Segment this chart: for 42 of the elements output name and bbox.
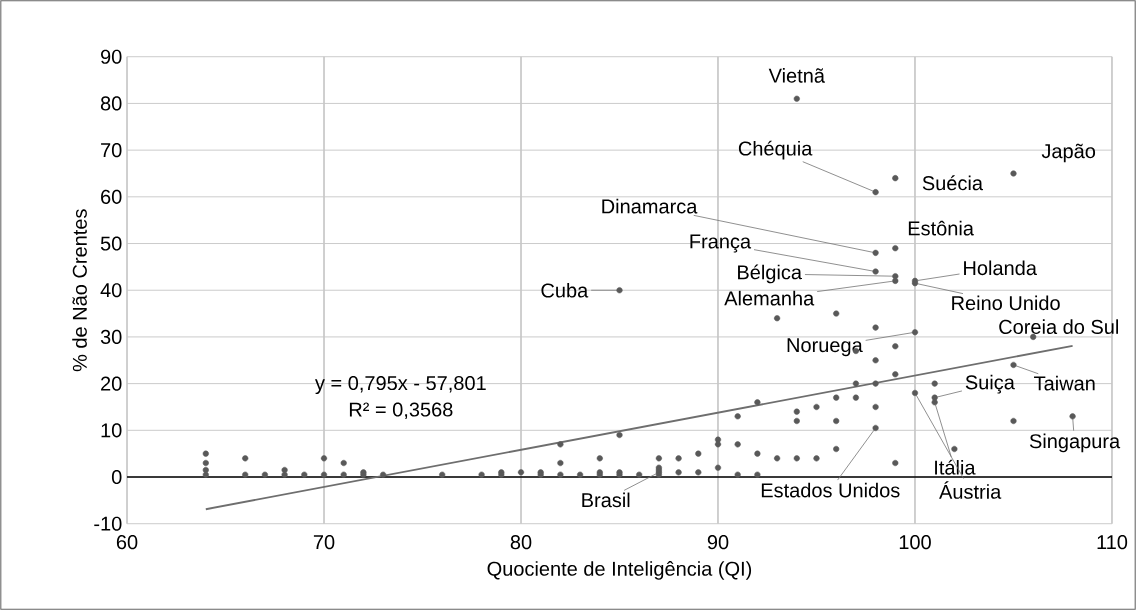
x-tick-label: 100 [899,535,931,550]
y-tick-label: 20 [101,376,122,391]
annotation: Taiwan [1034,375,1095,391]
y-tick-label: 40 [100,283,122,298]
y-tick-label: -10 [94,516,122,531]
x-tick-label: 110 [1097,535,1128,550]
y-tick-label: 10 [101,423,122,438]
annotation: Áustria [939,481,1002,499]
annotation: Holanda [964,260,1037,276]
annotation: y = 0,795x - 57,801 [314,375,486,395]
annotation: Alemanha [724,290,815,306]
y-tick-label: 30 [100,329,122,344]
x-axis-title: Quociente de Inteligência (QI) [487,561,752,580]
annotation: Reino Unido [952,295,1060,311]
x-tick-label: 80 [510,535,532,550]
y-tick-label: 80 [100,96,122,111]
annotation: Vietnã [768,68,825,83]
annotation: Singapura [1029,433,1121,453]
annotation: Dinamarca [602,198,698,214]
annotation: Suécia [922,175,983,191]
annotation: Brasil [582,492,630,508]
y-tick-label: 60 [101,189,122,204]
annotation: França [690,234,752,253]
y-tick-label: 90 [100,49,122,64]
y-tick-label: 70 [101,143,122,158]
x-tick-label: 60 [116,535,138,550]
x-tick-label: 70 [313,535,335,550]
annotation: Estados Unidos [761,482,900,498]
y-axis-title: % de Não Crentes [72,209,87,372]
annotation: Suiça [965,374,1015,394]
y-tick-label: 50 [100,236,122,251]
annotation: Japão [1041,143,1096,163]
annotation: Cuba [541,282,589,298]
y-tick-label: 0 [111,469,122,485]
annotation: Itália [935,459,976,475]
annotation: Bélgica [738,264,803,284]
annotation: R² = 0,3568 [349,402,453,419]
annotation: Chéquia [738,140,813,160]
annotation: Estônia [908,220,974,236]
annotation: Coreia do Sul [999,319,1119,334]
x-tick-label: 90 [707,535,729,550]
annotation: Noruega [787,338,863,357]
